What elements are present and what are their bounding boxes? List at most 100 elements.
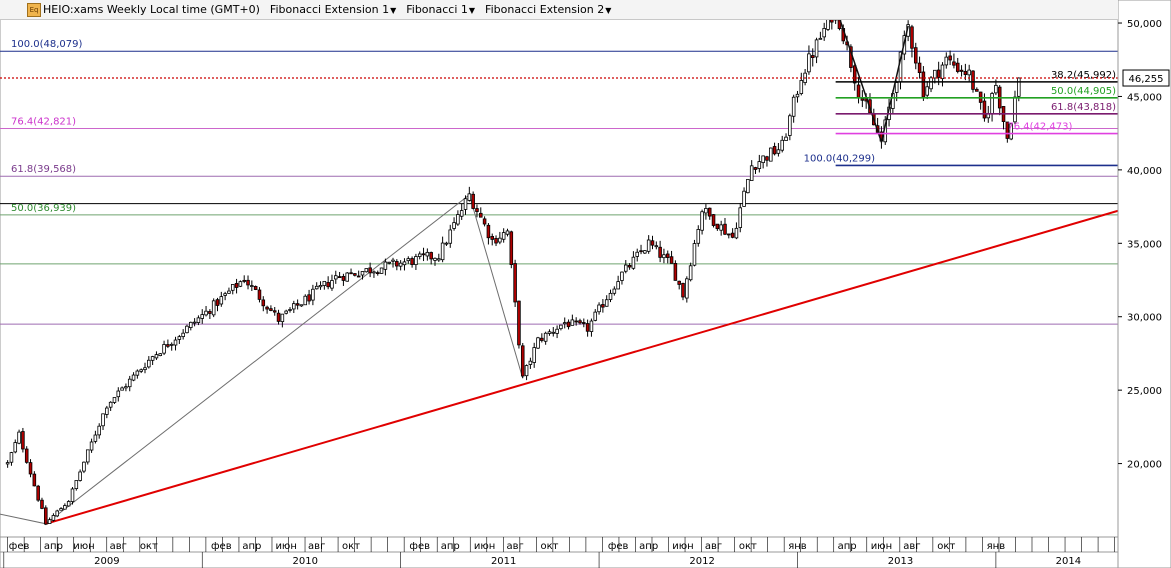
candle[interactable] bbox=[280, 313, 285, 323]
candle[interactable] bbox=[551, 331, 556, 334]
candle[interactable] bbox=[929, 77, 933, 90]
candle[interactable] bbox=[196, 317, 201, 323]
candle[interactable] bbox=[192, 321, 197, 324]
candle[interactable] bbox=[234, 283, 239, 288]
candle[interactable] bbox=[406, 258, 411, 262]
candle[interactable] bbox=[13, 442, 18, 453]
candle[interactable] bbox=[70, 488, 75, 502]
candle[interactable] bbox=[181, 332, 185, 337]
candle[interactable] bbox=[440, 242, 445, 261]
candle[interactable] bbox=[505, 230, 510, 235]
candle[interactable] bbox=[143, 367, 147, 371]
candle[interactable] bbox=[723, 223, 727, 235]
candle[interactable] bbox=[383, 261, 388, 270]
candle[interactable] bbox=[955, 62, 960, 72]
candle[interactable] bbox=[486, 224, 491, 239]
candle[interactable] bbox=[975, 88, 979, 92]
candle[interactable] bbox=[822, 28, 826, 38]
candle[interactable] bbox=[330, 280, 334, 289]
candle[interactable] bbox=[559, 324, 563, 330]
candle[interactable] bbox=[223, 293, 227, 296]
candle[interactable] bbox=[520, 345, 525, 377]
candle[interactable] bbox=[589, 320, 594, 332]
candle[interactable] bbox=[517, 300, 521, 346]
candle[interactable] bbox=[337, 276, 342, 278]
candle[interactable] bbox=[150, 356, 155, 361]
candle[interactable] bbox=[780, 139, 784, 151]
candle[interactable] bbox=[479, 212, 483, 218]
candle[interactable] bbox=[189, 321, 193, 328]
candle[interactable] bbox=[795, 93, 800, 98]
candle[interactable] bbox=[582, 322, 586, 324]
candle[interactable] bbox=[292, 303, 296, 310]
candle[interactable] bbox=[616, 281, 620, 290]
candle[interactable] bbox=[444, 242, 449, 245]
candle[interactable] bbox=[597, 304, 601, 313]
candle[interactable] bbox=[654, 245, 659, 248]
candle[interactable] bbox=[101, 413, 105, 427]
candle[interactable] bbox=[894, 82, 899, 93]
candle[interactable] bbox=[24, 448, 29, 463]
candle[interactable] bbox=[93, 434, 98, 442]
candle[interactable] bbox=[345, 272, 350, 282]
candle[interactable] bbox=[791, 96, 796, 117]
candle[interactable] bbox=[982, 100, 987, 119]
candle[interactable] bbox=[166, 344, 170, 347]
candle[interactable] bbox=[314, 285, 319, 290]
candle[interactable] bbox=[940, 64, 945, 80]
candle[interactable] bbox=[59, 508, 63, 511]
candle[interactable] bbox=[276, 312, 281, 322]
candle[interactable] bbox=[208, 311, 212, 314]
candle[interactable] bbox=[74, 480, 79, 490]
candle[interactable] bbox=[135, 370, 140, 376]
candle[interactable] bbox=[410, 258, 414, 265]
candle[interactable] bbox=[650, 240, 655, 246]
candle[interactable] bbox=[448, 229, 453, 244]
candle[interactable] bbox=[108, 401, 113, 408]
candle[interactable] bbox=[952, 61, 956, 66]
candle[interactable] bbox=[704, 208, 708, 214]
candle[interactable] bbox=[250, 285, 254, 287]
candle[interactable] bbox=[761, 155, 765, 164]
candle[interactable] bbox=[566, 321, 571, 328]
candle[interactable] bbox=[414, 256, 418, 266]
candle[interactable] bbox=[284, 310, 288, 314]
candle[interactable] bbox=[433, 257, 437, 261]
candle[interactable] bbox=[368, 267, 372, 274]
candle[interactable] bbox=[47, 519, 52, 524]
candle[interactable] bbox=[475, 208, 479, 212]
candle[interactable] bbox=[372, 271, 376, 274]
candle[interactable] bbox=[730, 232, 735, 238]
candle[interactable] bbox=[971, 70, 975, 90]
candle[interactable] bbox=[429, 252, 433, 260]
candle[interactable] bbox=[379, 267, 384, 274]
candle[interactable] bbox=[933, 69, 937, 79]
candle[interactable] bbox=[162, 344, 166, 354]
candle[interactable] bbox=[776, 149, 781, 154]
candle[interactable] bbox=[147, 359, 151, 368]
candle[interactable] bbox=[799, 80, 804, 94]
support-trendline[interactable] bbox=[45, 199, 1153, 525]
candle[interactable] bbox=[810, 55, 815, 58]
candle[interactable] bbox=[21, 431, 25, 450]
candle[interactable] bbox=[967, 69, 971, 76]
candle[interactable] bbox=[421, 253, 426, 256]
candle[interactable] bbox=[253, 286, 258, 290]
candle[interactable] bbox=[604, 299, 609, 307]
candle[interactable] bbox=[246, 279, 250, 286]
candle[interactable] bbox=[185, 325, 189, 334]
candle[interactable] bbox=[1005, 121, 1010, 139]
menu-fib-extension-1[interactable]: Fibonacci Extension 1▼ bbox=[270, 3, 396, 16]
candle[interactable] bbox=[219, 296, 224, 305]
candle[interactable] bbox=[727, 233, 731, 236]
candle[interactable] bbox=[459, 210, 464, 217]
candle[interactable] bbox=[82, 461, 86, 472]
candle[interactable] bbox=[784, 136, 788, 141]
candle[interactable] bbox=[696, 229, 701, 244]
candle[interactable] bbox=[40, 499, 44, 509]
candle[interactable] bbox=[711, 214, 716, 226]
candle[interactable] bbox=[9, 452, 14, 463]
candle[interactable] bbox=[757, 161, 762, 169]
